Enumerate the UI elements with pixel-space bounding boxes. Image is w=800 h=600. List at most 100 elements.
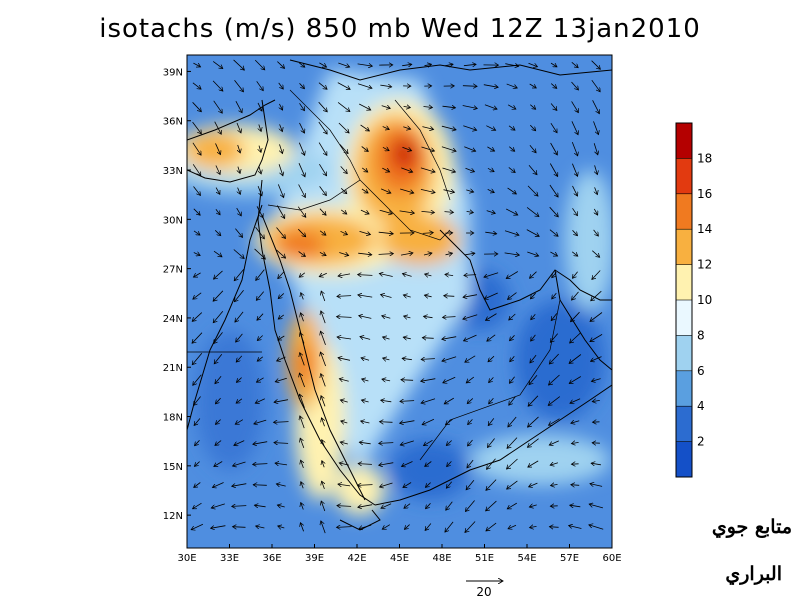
lon-tick-label: 36E (262, 553, 281, 564)
wind-arrow (424, 64, 432, 65)
wind-arrow (278, 335, 285, 340)
wind-arrow (421, 146, 435, 151)
wind-arrow (527, 185, 538, 196)
wind-arrow (486, 313, 497, 321)
wind-arrow (445, 274, 454, 275)
wind-arrow (510, 356, 515, 361)
wind-vectors (191, 59, 604, 534)
wind-arrow (301, 482, 303, 489)
wind-arrow (592, 100, 600, 113)
wind-arrow (484, 272, 499, 277)
wind-arrow (465, 167, 475, 172)
wind-arrow (322, 418, 325, 427)
wind-arrow (463, 64, 476, 65)
wind-arrow (508, 416, 517, 427)
wind-arrow (526, 207, 539, 216)
wind-arrow (530, 124, 535, 131)
wind-arrow (300, 394, 305, 409)
wind-arrow (402, 274, 412, 277)
wind-arrow (236, 377, 242, 383)
wind-arrow (528, 416, 539, 427)
wind-arrow (280, 124, 283, 131)
wind-arrow (337, 506, 352, 507)
wind-arrow (215, 208, 220, 215)
wind-arrow (192, 312, 203, 322)
wind-arrow (259, 124, 261, 132)
colorbar-label: 6 (697, 364, 705, 378)
colorbar-label: 4 (697, 399, 705, 413)
wind-arrow (569, 354, 582, 364)
wind-arrow (276, 205, 284, 219)
colorbar-label: 14 (697, 222, 712, 236)
wind-arrow (257, 356, 264, 361)
wind-arrow (238, 144, 241, 153)
wind-arrow (192, 102, 202, 111)
wind-arrow (422, 127, 433, 130)
wind-arrow (361, 421, 370, 423)
wind-arrow (319, 62, 326, 67)
wind-arrow (236, 355, 243, 362)
wind-arrow (441, 146, 456, 152)
wind-arrow (422, 338, 434, 339)
wind-arrow (234, 440, 245, 446)
wind-arrow (254, 59, 265, 70)
lon-tick-label: 57E (560, 553, 579, 564)
lon-tick-label: 60E (602, 553, 621, 564)
lat-tick-label: 39N (163, 67, 183, 78)
wind-arrow (485, 232, 496, 234)
wind-arrow (591, 463, 601, 465)
wind-arrow (234, 79, 244, 92)
colorbar-label: 2 (697, 435, 705, 449)
wind-arrow (236, 122, 241, 133)
wind-arrow (337, 82, 350, 90)
wind-arrow (256, 269, 265, 281)
wind-arrow (215, 165, 220, 175)
wind-arrow (257, 102, 262, 111)
wind-arrow (300, 438, 305, 449)
wind-arrow (420, 189, 435, 192)
wind-arrow (444, 296, 455, 297)
wind-arrow (259, 145, 261, 153)
wind-arrow (572, 271, 578, 279)
wind-arrow (322, 481, 325, 490)
colorbar-swatch (676, 370, 692, 407)
wind-arrow (257, 335, 263, 341)
wind-arrow (506, 208, 518, 215)
wind-arrow (380, 85, 391, 87)
watermark-line-2: البراري (725, 563, 782, 585)
wind-arrow (301, 460, 304, 469)
wind-arrow (298, 142, 304, 156)
wind-arrow (591, 379, 601, 382)
wind-arrow (192, 164, 201, 175)
borders (187, 89, 561, 461)
wind-arrow (552, 292, 557, 299)
wind-arrow (442, 356, 457, 361)
wind-arrow (486, 125, 495, 131)
wind-arrow (589, 525, 604, 530)
wind-arrow (530, 526, 537, 527)
wind-arrow (507, 458, 518, 469)
wind-arrow (215, 397, 221, 404)
wind-arrow (504, 230, 519, 236)
wind-arrow (193, 374, 202, 386)
colorbar-label: 8 (697, 328, 705, 342)
watermark-line-1: متابع جوي (711, 516, 792, 538)
wind-arrow (193, 186, 201, 196)
wind-arrow (382, 316, 391, 319)
wind-arrow (298, 251, 306, 257)
wind-arrow (462, 105, 478, 109)
wind-arrow (192, 82, 201, 89)
wind-arrow (403, 295, 411, 297)
wind-arrow (403, 127, 410, 129)
wind-arrow (234, 290, 244, 301)
wind-arrow (382, 147, 389, 150)
wind-arrow (570, 505, 581, 507)
wind-arrow (590, 484, 603, 487)
wind-arrow (508, 167, 515, 172)
wind-arrow (486, 522, 497, 531)
lat-tick-label: 27N (163, 265, 183, 276)
wind-arrow (591, 290, 602, 301)
wind-arrow (278, 82, 284, 89)
wind-arrow (275, 463, 288, 465)
wind-arrow (531, 334, 536, 341)
